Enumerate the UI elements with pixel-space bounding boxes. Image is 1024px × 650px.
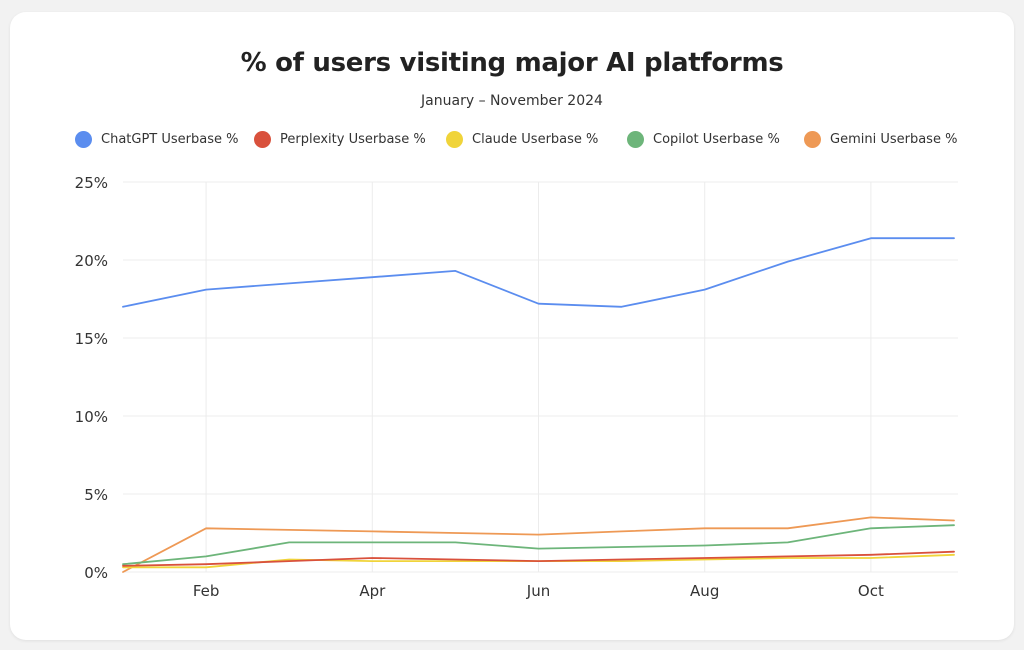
legend-swatch-perplexity — [254, 131, 271, 148]
series-line-copilot — [122, 524, 955, 566]
x-tick-label: Aug — [690, 582, 719, 600]
series-line-gemini — [122, 516, 955, 573]
chart-card — [10, 12, 1014, 640]
legend-swatch-gemini — [804, 131, 821, 148]
legend-item-copilot[interactable]: Copilot Userbase % — [627, 131, 780, 148]
legend-label-claude: Claude Userbase % — [472, 132, 599, 147]
legend-label-copilot: Copilot Userbase % — [653, 132, 780, 147]
y-tick-label: 25% — [75, 174, 108, 192]
legend-item-claude[interactable]: Claude Userbase % — [446, 131, 598, 148]
series-line-chatgpt — [122, 237, 955, 308]
legend-item-gemini[interactable]: Gemini Userbase % — [804, 131, 957, 148]
legend-label-perplexity: Perplexity Userbase % — [280, 132, 426, 147]
y-tick-label: 5% — [84, 486, 108, 504]
x-tick-label: Oct — [858, 582, 884, 600]
legend-label-gemini: Gemini Userbase % — [830, 132, 958, 147]
chart-subtitle: January – November 2024 — [421, 93, 603, 109]
legend-swatch-chatgpt — [75, 131, 92, 148]
y-tick-label: 0% — [84, 564, 108, 582]
x-tick-label: Jun — [526, 582, 550, 600]
legend-label-chatgpt: ChatGPT Userbase % — [101, 132, 239, 147]
legend-item-chatgpt[interactable]: ChatGPT Userbase % — [75, 131, 238, 148]
chart-title: % of users visiting major AI platforms — [240, 48, 784, 78]
legend-swatch-claude — [446, 131, 463, 148]
y-tick-label: 20% — [75, 252, 108, 270]
series-line-perplexity — [122, 550, 955, 567]
x-tick-label: Feb — [193, 582, 220, 600]
legend-item-perplexity[interactable]: Perplexity Userbase % — [254, 131, 426, 148]
y-tick-label: 10% — [75, 408, 108, 426]
x-tick-label: Apr — [359, 582, 386, 600]
y-tick-label: 15% — [75, 330, 108, 348]
legend-swatch-copilot — [627, 131, 644, 148]
